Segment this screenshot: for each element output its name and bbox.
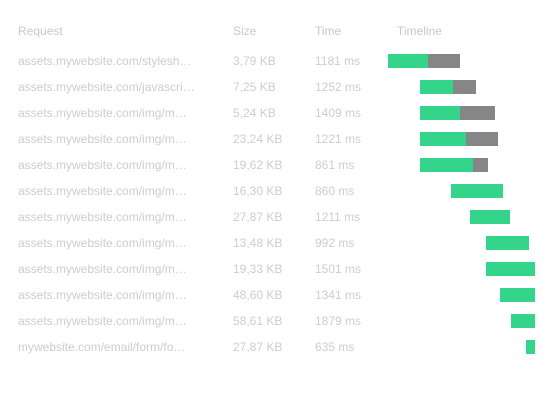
request-url: assets.mywebsite.com/img/m… (18, 314, 187, 328)
request-row[interactable]: assets.mywebsite.com/img/m… 23,24 KB 1221 … (0, 126, 560, 152)
request-url: assets.mywebsite.com/img/m… (18, 132, 187, 146)
timeline-bar (388, 132, 535, 146)
request-url: assets.mywebsite.com/img/m… (18, 236, 187, 250)
request-url: assets.mywebsite.com/stylesh… (18, 54, 192, 68)
timeline-bar (388, 236, 535, 250)
timeline-receiving-segment (460, 106, 496, 120)
request-time: 1879 ms (315, 314, 362, 328)
request-row[interactable]: assets.mywebsite.com/img/m… 27,87 KB 1211 … (0, 204, 560, 230)
request-time: 1211 ms (315, 210, 361, 224)
request-time: 1221 ms (315, 132, 362, 146)
timeline-bar (388, 54, 535, 68)
request-size: 13,48 KB (233, 236, 283, 250)
timeline-bar (388, 184, 535, 198)
request-size: 19,33 KB (233, 262, 283, 276)
request-time: 860 ms (315, 184, 355, 198)
timeline-bar (388, 106, 535, 120)
timeline-waiting-segment (511, 314, 535, 328)
request-size: 58,61 KB (233, 314, 283, 328)
request-url: assets.mywebsite.com/img/m… (18, 158, 187, 172)
request-size: 16,30 KB (233, 184, 283, 198)
header-timeline[interactable]: Timeline (397, 24, 442, 38)
request-size: 27,87 KB (233, 340, 283, 354)
request-time: 635 ms (315, 340, 355, 354)
table-header: Request Size Time Timeline (0, 24, 560, 40)
request-url: assets.mywebsite.com/javascri… (18, 80, 195, 94)
timeline-bar (388, 158, 535, 172)
header-size[interactable]: Size (233, 24, 257, 38)
request-url: assets.mywebsite.com/img/m… (18, 184, 187, 198)
request-row[interactable]: assets.mywebsite.com/img/m… 19,62 KB 861 m… (0, 152, 560, 178)
timeline-waiting-segment (470, 210, 510, 224)
request-time: 1181 ms (315, 54, 361, 68)
request-time: 1409 ms (315, 106, 362, 120)
request-size: 3,79 KB (233, 54, 276, 68)
request-time: 1341 ms (315, 288, 362, 302)
timeline-waiting-segment (420, 106, 461, 120)
request-size: 19,62 KB (233, 158, 283, 172)
request-row[interactable]: assets.mywebsite.com/stylesh… 3,79 KB 1181… (0, 48, 560, 74)
timeline-bar (388, 262, 535, 276)
timeline-bar (388, 288, 535, 302)
timeline-waiting-segment (388, 54, 428, 68)
request-url: assets.mywebsite.com/img/m… (18, 210, 187, 224)
timeline-waiting-segment (486, 236, 530, 250)
timeline-receiving-segment (452, 80, 477, 94)
timeline-waiting-segment (451, 184, 503, 198)
request-url: mywebsite.com/email/form/fo… (18, 340, 186, 354)
timeline-waiting-segment (526, 340, 535, 354)
timeline-waiting-segment (420, 80, 453, 94)
request-size: 27,87 KB (233, 210, 283, 224)
request-url: assets.mywebsite.com/img/m… (18, 262, 187, 276)
request-row[interactable]: assets.mywebsite.com/javascri… 7,25 KB 125… (0, 74, 560, 100)
timeline-bar (388, 210, 535, 224)
request-row[interactable]: assets.mywebsite.com/img/m… 58,61 KB 1879 … (0, 308, 560, 334)
request-row[interactable]: assets.mywebsite.com/img/m… 13,48 KB 992 m… (0, 230, 560, 256)
timeline-bar (388, 340, 535, 354)
request-row[interactable]: assets.mywebsite.com/img/m… 19,33 KB 1501 … (0, 256, 560, 282)
header-request[interactable]: Request (18, 24, 63, 38)
request-url: assets.mywebsite.com/img/m… (18, 288, 187, 302)
request-size: 7,25 KB (233, 80, 276, 94)
request-url: assets.mywebsite.com/img/m… (18, 106, 187, 120)
timeline-waiting-segment (420, 158, 474, 172)
request-time: 861 ms (315, 158, 355, 172)
request-row[interactable]: assets.mywebsite.com/img/m… 48,60 KB 1341 … (0, 282, 560, 308)
request-row[interactable]: assets.mywebsite.com/img/m… 5,24 KB 1409 m… (0, 100, 560, 126)
request-size: 5,24 KB (233, 106, 276, 120)
request-time: 1252 ms (315, 80, 362, 94)
timeline-receiving-segment (473, 158, 488, 172)
request-time: 992 ms (315, 236, 355, 250)
timeline-bar (388, 314, 535, 328)
timeline-waiting-segment (420, 132, 466, 146)
request-row[interactable]: mywebsite.com/email/form/fo… 27,87 KB 635 … (0, 334, 560, 360)
timeline-receiving-segment (427, 54, 461, 68)
timeline-waiting-segment (499, 288, 535, 302)
timeline-receiving-segment (465, 132, 499, 146)
request-size: 23,24 KB (233, 132, 283, 146)
request-list: assets.mywebsite.com/stylesh… 3,79 KB 1181… (0, 48, 560, 360)
request-time: 1501 ms (315, 262, 362, 276)
timeline-waiting-segment (486, 262, 535, 276)
request-row[interactable]: assets.mywebsite.com/img/m… 16,30 KB 860 m… (0, 178, 560, 204)
header-time[interactable]: Time (315, 24, 342, 38)
timeline-bar (388, 80, 535, 94)
request-size: 48,60 KB (233, 288, 283, 302)
